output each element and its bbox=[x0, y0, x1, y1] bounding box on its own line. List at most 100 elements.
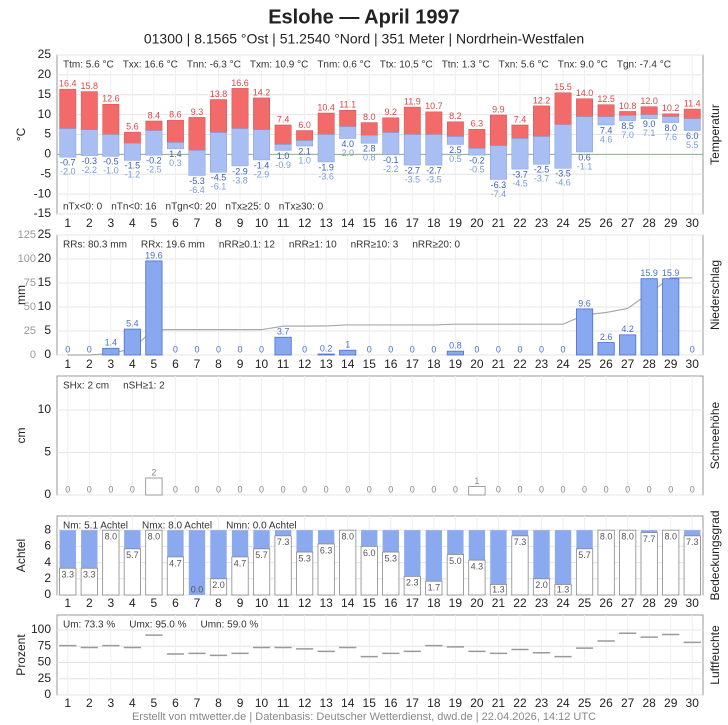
value-label: 0 bbox=[345, 484, 350, 494]
value-label: 0 bbox=[453, 484, 458, 494]
value-label: 0 bbox=[474, 344, 479, 354]
value-label: 15.9 bbox=[662, 268, 680, 278]
min-label: 9.0 bbox=[643, 119, 656, 129]
x-tick-label: 26 bbox=[599, 216, 613, 230]
x-tick-label: 9 bbox=[237, 216, 244, 230]
stat: nTx≥25: 0 bbox=[225, 202, 270, 213]
value-label: 0 bbox=[367, 484, 372, 494]
min-label: -0.5 bbox=[103, 157, 119, 167]
x-tick-label: 28 bbox=[642, 596, 656, 610]
x-tick-label: 2 bbox=[86, 596, 93, 610]
value-label: 0 bbox=[431, 344, 436, 354]
min-bar bbox=[382, 132, 400, 156]
cover-remainder bbox=[361, 530, 378, 547]
x-tick-label: 26 bbox=[599, 696, 613, 710]
x-tick-label: 15 bbox=[363, 216, 377, 230]
bar bbox=[468, 559, 486, 596]
y-tick-label: 5 bbox=[44, 323, 51, 337]
x-tick-label: 13 bbox=[319, 216, 333, 230]
y-tick-label: 25 bbox=[38, 227, 52, 241]
x-tick-label: 25 bbox=[578, 596, 592, 610]
bar bbox=[575, 548, 594, 596]
x-tick-label: 23 bbox=[535, 216, 549, 230]
max-label: 16.6 bbox=[231, 78, 249, 88]
x-tick-label: 24 bbox=[556, 696, 570, 710]
max-label: 16.4 bbox=[59, 79, 77, 89]
x-tick-label: 30 bbox=[686, 696, 700, 710]
min-bar bbox=[360, 135, 378, 144]
ground-min-label: -0.9 bbox=[275, 160, 291, 170]
ground-min-label: 0.8 bbox=[363, 153, 376, 163]
x-tick-label: 2 bbox=[86, 357, 93, 371]
bar bbox=[145, 260, 163, 356]
plot-area bbox=[56, 375, 704, 496]
value-label: 0 bbox=[87, 344, 92, 354]
stat: nTn<0: 16 bbox=[111, 202, 157, 213]
min-label: -2.5 bbox=[534, 165, 550, 175]
ground-min-label: 7.6 bbox=[664, 132, 677, 142]
y-tick-label: 2 bbox=[44, 571, 51, 585]
min-bar bbox=[468, 148, 486, 156]
x-tick-label: 23 bbox=[535, 357, 549, 371]
cover-remainder bbox=[124, 530, 141, 549]
y2-tick-label: 125 bbox=[18, 229, 36, 241]
y-tick-label: 0 bbox=[44, 587, 51, 601]
x-tick-label: 4 bbox=[129, 357, 136, 371]
stat: nRR≥0.1: 12 bbox=[219, 240, 276, 251]
max-bar bbox=[468, 129, 486, 149]
min-label: 2.8 bbox=[363, 144, 376, 154]
x-tick-label: 8 bbox=[215, 216, 222, 230]
x-tick-label: 16 bbox=[384, 596, 398, 610]
min-bar bbox=[511, 138, 529, 170]
min-bar bbox=[425, 134, 443, 166]
stat: Tnm: 0.6 °C bbox=[317, 60, 370, 71]
max-label: 12.6 bbox=[102, 94, 120, 104]
max-bar bbox=[231, 88, 249, 129]
x-tick-label: 5 bbox=[151, 696, 158, 710]
bar bbox=[102, 529, 120, 596]
bar bbox=[317, 543, 335, 596]
cover-remainder bbox=[404, 530, 421, 577]
y-tick-label: -10 bbox=[34, 186, 52, 200]
value-label: 8.0 bbox=[105, 532, 118, 542]
x-tick-label: 30 bbox=[686, 596, 700, 610]
max-bar bbox=[382, 117, 400, 133]
max-label: 11.4 bbox=[684, 98, 701, 108]
max-bar bbox=[145, 120, 163, 131]
x-tick-label: 11 bbox=[277, 357, 290, 371]
value-label: 0 bbox=[690, 344, 695, 354]
x-tick-label: 15 bbox=[363, 596, 377, 610]
cover-remainder bbox=[253, 530, 270, 549]
min-label: 6.0 bbox=[686, 131, 699, 141]
value-label: 0 bbox=[388, 344, 393, 354]
stat: Tnn: -6.3 °C bbox=[187, 60, 241, 71]
x-tick-label: 16 bbox=[384, 357, 398, 371]
value-label: 0 bbox=[496, 484, 501, 494]
max-bar bbox=[533, 105, 550, 137]
value-label: 0 bbox=[431, 484, 436, 494]
x-tick-label: 16 bbox=[384, 696, 398, 710]
y-tick-label: 4 bbox=[44, 555, 51, 569]
min-label: 2.1 bbox=[298, 146, 311, 156]
value-label: 0 bbox=[539, 484, 544, 494]
stat: SHx: 2 cm bbox=[63, 381, 109, 392]
y-axis-label: Achtel bbox=[14, 539, 28, 572]
x-tick-label: 2 bbox=[86, 696, 93, 710]
x-tick-label: 19 bbox=[449, 696, 463, 710]
stat: Ttm: 5.6 °C bbox=[63, 60, 114, 71]
max-label: 10.2 bbox=[662, 103, 680, 113]
min-label: -2.9 bbox=[232, 166, 248, 176]
max-label: 7.4 bbox=[514, 114, 527, 124]
bar bbox=[597, 342, 615, 356]
x-tick-label: 3 bbox=[107, 696, 114, 710]
value-label: 4.7 bbox=[234, 558, 247, 568]
y-tick-label: 20 bbox=[38, 67, 52, 81]
x-tick-label: 5 bbox=[151, 216, 158, 230]
bar bbox=[532, 578, 551, 596]
stat: Tnx: 9.0 °C bbox=[558, 60, 608, 71]
x-tick-label: 18 bbox=[427, 596, 441, 610]
bar bbox=[683, 535, 701, 596]
min-bar bbox=[576, 116, 593, 153]
value-label: 4.7 bbox=[169, 558, 182, 568]
stat: nRR≥20: 0 bbox=[412, 240, 460, 251]
